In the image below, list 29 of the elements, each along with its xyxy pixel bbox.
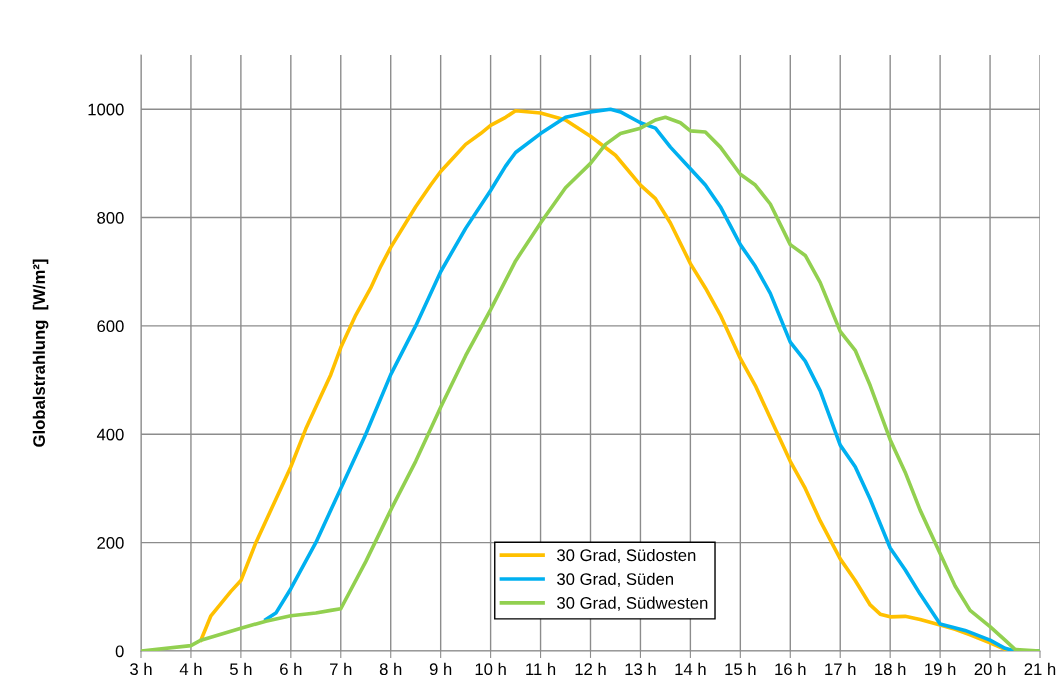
x-tick-label: 7 h	[330, 662, 352, 675]
x-tick-label: 10 h	[475, 662, 506, 676]
x-tick-label: 6 h	[280, 662, 302, 676]
x-tick-label: 21 h	[1024, 662, 1056, 675]
x-tick-label: 19 h	[925, 662, 956, 676]
y-tick-label: 0	[115, 645, 124, 658]
x-tick-label: 8 h	[379, 662, 402, 676]
legend-label: 30 Grad, Südosten	[557, 548, 696, 564]
y-tick-label: 800	[97, 211, 124, 224]
x-tick-label: 20 h	[974, 662, 1006, 676]
x-tick-label: 9 h	[429, 662, 452, 676]
x-tick-label: 4 h	[179, 662, 202, 675]
x-tick-label: 11 h	[526, 662, 556, 675]
x-tick-label: 17 h	[825, 662, 856, 675]
x-tick-label: 3 h	[130, 662, 152, 676]
x-tick-label: 12 h	[575, 662, 606, 675]
x-tick-label: 15 h	[725, 662, 756, 676]
y-tick-label: 200	[97, 537, 124, 549]
y-tick-label: 1000	[88, 103, 124, 116]
y-tick-label: 400	[96, 428, 124, 441]
y-tick-label: 600	[97, 320, 124, 333]
legend-label: 30 Grad, Süden	[557, 572, 674, 587]
y-axis-title: Globalstrahlung [W/m²]	[32, 259, 49, 447]
legend-label: 30 Grad, Südwesten	[557, 596, 708, 611]
x-tick-label: 18 h	[875, 662, 906, 676]
x-tick-label: 16 h	[775, 662, 806, 676]
x-tick-label: 14 h	[675, 662, 706, 675]
x-tick-label: 13 h	[625, 662, 656, 676]
x-tick-label: 5 h	[229, 662, 252, 676]
